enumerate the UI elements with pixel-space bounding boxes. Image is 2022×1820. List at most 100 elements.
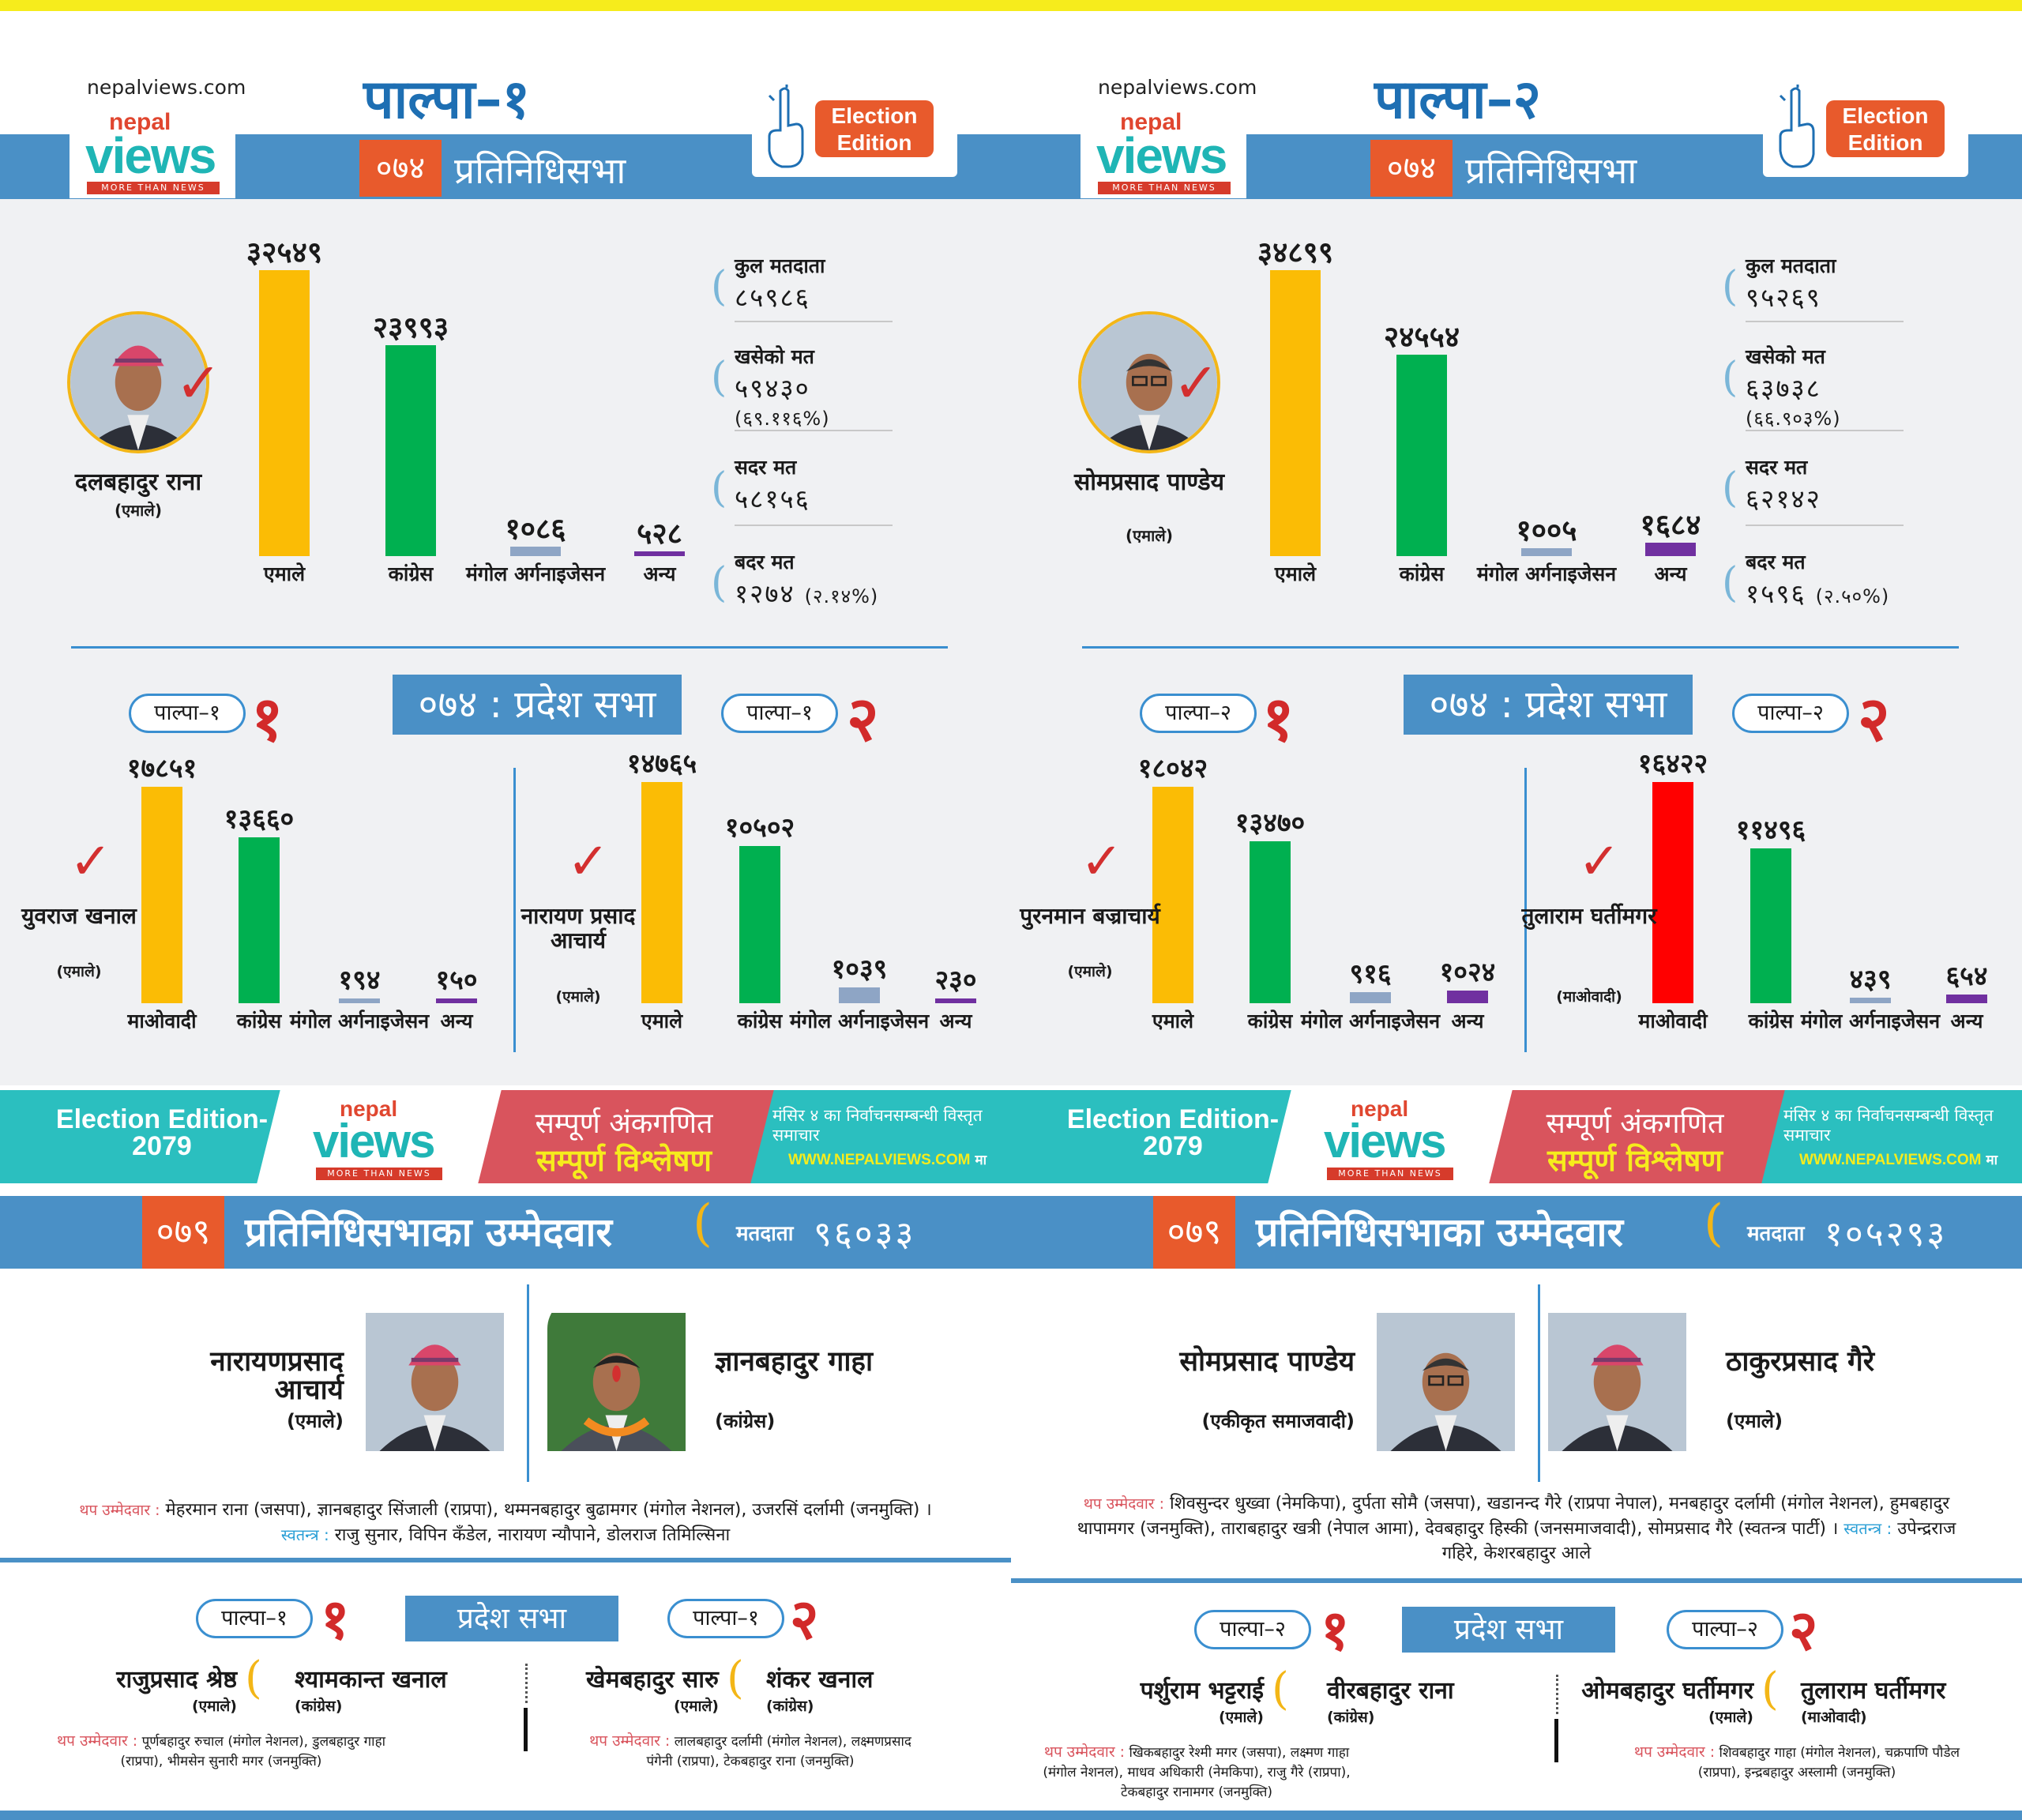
bar-category-label: एमाले (1274, 562, 1317, 585)
banner-url[interactable]: WWW.NEPALVIEWS.COM मा (1799, 1150, 1998, 1169)
constituency-pill: पाल्पा–१ (196, 1599, 313, 1638)
logo-nepal: nepal (340, 1096, 398, 1121)
stat-label: सदर मत (735, 456, 797, 479)
bar-category-label: अन्य (440, 1010, 473, 1032)
stat-divider (735, 430, 893, 431)
stat-label: सदर मत (1746, 456, 1808, 479)
stat-label: बदर मत (1746, 551, 1806, 573)
bar-category-label: कांग्रेस (1748, 1010, 1794, 1032)
quote-mark-icon: ( (1704, 1194, 1723, 1253)
chart-bar (935, 998, 976, 1003)
quote-mark-icon: ( (693, 1194, 712, 1253)
bar-value-label: २३९९३ (372, 310, 449, 345)
chart-bar (1750, 848, 1791, 1003)
bar-value-label: १०३९ (831, 953, 888, 986)
chart-bar (510, 546, 561, 556)
candidates-divider (527, 1284, 529, 1482)
independents-label: स्वतन्त्र : (280, 1525, 329, 1544)
other-candidates-list: शिवबहादुर गाहा (मंगोल नेशनल), चक्रपाणि प… (1697, 1745, 1960, 1781)
pradesh-candidate-name: राजुप्रसाद श्रेष्ठ (116, 1666, 237, 1694)
stat-label: बदर मत (735, 551, 795, 573)
promo-banner[interactable]: Election Edition- 2079 nepal views MORE THA… (1011, 1090, 2022, 1183)
site-url[interactable]: nepalviews.com (1098, 76, 1257, 99)
quote-mark-icon: ( (711, 263, 727, 310)
constituency-number: १ (1321, 1598, 1350, 1663)
chart-bar (1396, 355, 1447, 556)
pradesh-candidate-party: (एमाले) (1708, 1709, 1753, 1726)
stat-value: ६२१४२ (1746, 480, 1904, 516)
bottom-edge (1011, 1811, 2022, 1820)
pradesh-label: प्रदेश सभा (405, 1596, 618, 1641)
bar-category-label: कांग्रेस (1399, 562, 1445, 585)
candidate-a-name: सोमप्रसाद पाण्डेय (1179, 1346, 1355, 1378)
quote-mark-icon: ( (1722, 354, 1738, 401)
banner-url[interactable]: WWW.NEPALVIEWS.COM मा (788, 1150, 987, 1169)
bar-category-label: कांग्रेस (236, 1010, 282, 1032)
chart-bar (634, 551, 685, 556)
winner-name: सोमप्रसाद पाण्डेय (1074, 468, 1224, 496)
bottom-edge (0, 1811, 1011, 1820)
pradesh-candidate-name: शंकर खनाल (766, 1666, 874, 1694)
bar-value-label: २३० (934, 965, 977, 996)
bar-category-label: एमाले (641, 1010, 683, 1032)
stat-label: खसेको मत (735, 345, 814, 368)
stat-number: ९५२६९ (1746, 282, 1821, 313)
pradesh-divider (1554, 1719, 1558, 1762)
stat-item: (कुल मतदाता ८५९८६ (711, 252, 893, 314)
portrait-image (1081, 314, 1217, 450)
section-divider (71, 646, 948, 649)
independents-list: उपेन्द्रराज गहिरे, केशरबहादुर आले (1441, 1519, 1956, 1563)
candidates-title: प्रतिनिधिसभाका उम्मेदवार (245, 1209, 612, 1255)
bar-value-label: १८०४२ (1137, 753, 1208, 784)
chart-bar (141, 787, 182, 1003)
candidate-a-party: (एमाले) (286, 1410, 344, 1432)
candidate-b-party: (एमाले) (1726, 1410, 1783, 1432)
pradesh-other-candidates: थप उम्मेदवार : शिवबहादुर गाहा (मंगोल नेश… (1631, 1743, 1963, 1783)
stat-value: १५९६ (२.५०%) (1746, 575, 1904, 611)
bar-value-label: १३६६० (224, 803, 295, 836)
quote-mark-icon: ( (1722, 263, 1738, 310)
banner-logo: nepal views MORE THAN NEWS (1303, 1093, 1493, 1180)
chart-bar (1270, 270, 1321, 556)
pradesh-title: ०७४ : प्रदेश सभा (1404, 675, 1693, 735)
portrait-image (70, 314, 206, 450)
quote-mark-icon: ( (1722, 559, 1738, 607)
banner-url-text[interactable]: WWW.NEPALVIEWS.COM (788, 1152, 971, 1168)
pradesh-candidate-party: (माओवादी) (1801, 1709, 1867, 1726)
portrait-image (547, 1313, 686, 1451)
year-box: ०७४ (1370, 140, 1453, 197)
promo-banner[interactable]: Election Edition- 2079 nepal views MORE THA… (0, 1090, 1011, 1183)
quote-mark-icon: ( (711, 354, 727, 401)
stat-percent: (६६.९०३%) (1746, 408, 1841, 430)
site-url[interactable]: nepalviews.com (87, 76, 246, 99)
candidates-divider (1538, 1284, 1540, 1482)
candidate-a-name: नारायणप्रसाद आचार्य (210, 1346, 344, 1406)
stat-percent: (२.५०%) (1815, 585, 1890, 607)
check-mark-icon: ✓ (1173, 351, 1220, 416)
pradesh-candidate-party: (एमाले) (191, 1698, 237, 1715)
bar-value-label: ११४९६ (1735, 814, 1806, 846)
other-candidates-label: थप उम्मेदवार : (1083, 1495, 1164, 1513)
voters-count: १०५२९३ (1825, 1214, 1948, 1254)
pradesh-candidate-party: (कांग्रेस) (1327, 1709, 1375, 1726)
top-stripe (0, 0, 2022, 11)
bar-value-label: ९१६ (1349, 958, 1392, 991)
edition-badge: Election Edition (1826, 100, 1945, 157)
pradesh-winner-name: युवराज खनाल (21, 903, 137, 929)
pradesh-winner-party: (माओवादी) (1556, 988, 1622, 1006)
pradesh-candidate-name: पर्शुराम भट्टराई (1140, 1677, 1264, 1705)
bar-value-label: ६५४ (1945, 960, 1988, 992)
banner-edition: Election Edition- 2079 (1066, 1104, 1280, 1161)
bar-category-label: एमाले (1152, 1010, 1194, 1032)
chart-bar (385, 345, 436, 556)
candidate-a-photo (1377, 1297, 1515, 1467)
constituency-number: १ (1262, 684, 1295, 755)
pradesh-candidate-party: (कांग्रेस) (766, 1698, 814, 1715)
stat-item: (सदर मत ५८१५६ (711, 453, 893, 516)
bar-category-label: मंगोल अर्गनाइजेसन (789, 1010, 930, 1032)
bar-category-label: अन्य (939, 1010, 972, 1032)
constituency-number: १ (251, 684, 284, 755)
banner-url-text[interactable]: WWW.NEPALVIEWS.COM (1799, 1152, 1982, 1168)
logo-nepal: nepal (1120, 109, 1182, 135)
bar-value-label: १५० (435, 965, 478, 996)
